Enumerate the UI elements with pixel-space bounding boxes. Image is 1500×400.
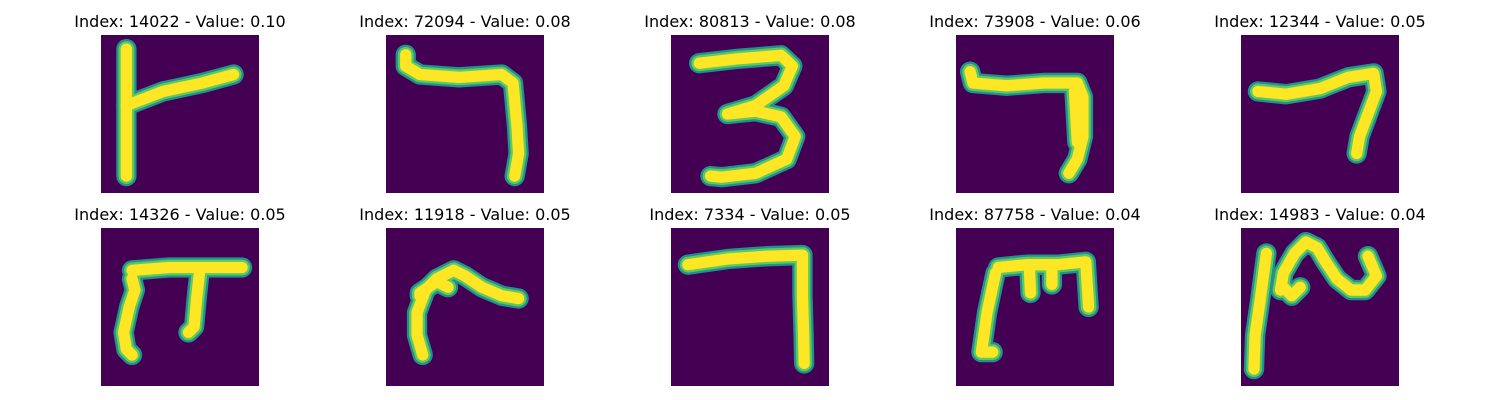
panel-73908: Index: 73908 - Value: 0.06 <box>905 12 1165 202</box>
panel-87758: Index: 87758 - Value: 0.04 <box>905 205 1165 395</box>
digit-image <box>956 35 1114 193</box>
panel-title: Index: 7334 - Value: 0.05 <box>649 205 851 224</box>
digit-image <box>956 228 1114 386</box>
panel-14983: Index: 14983 - Value: 0.04 <box>1190 205 1450 395</box>
panel-11918: Index: 11918 - Value: 0.05 <box>335 205 595 395</box>
panel-72094: Index: 72094 - Value: 0.08 <box>335 12 595 202</box>
panel-title: Index: 14022 - Value: 0.10 <box>74 12 286 31</box>
digit-image <box>671 35 829 193</box>
digit-image <box>386 228 544 386</box>
digit-image <box>101 228 259 386</box>
panel-title: Index: 14326 - Value: 0.05 <box>74 205 286 224</box>
panel-12344: Index: 12344 - Value: 0.05 <box>1190 12 1450 202</box>
digit-image <box>671 228 829 386</box>
panel-title: Index: 11918 - Value: 0.05 <box>359 205 571 224</box>
digit-image <box>1241 35 1399 193</box>
panel-7334: Index: 7334 - Value: 0.05 <box>620 205 880 395</box>
panel-title: Index: 14983 - Value: 0.04 <box>1214 205 1426 224</box>
panel-title: Index: 12344 - Value: 0.05 <box>1214 12 1426 31</box>
panel-14326: Index: 14326 - Value: 0.05 <box>50 205 310 395</box>
panel-title: Index: 87758 - Value: 0.04 <box>929 205 1141 224</box>
panel-title: Index: 72094 - Value: 0.08 <box>359 12 571 31</box>
panel-80813: Index: 80813 - Value: 0.08 <box>620 12 880 202</box>
digit-image <box>101 35 259 193</box>
panel-14022: Index: 14022 - Value: 0.10 <box>50 12 310 202</box>
digit-image <box>386 35 544 193</box>
panel-title: Index: 80813 - Value: 0.08 <box>644 12 856 31</box>
digit-image <box>1241 228 1399 386</box>
panel-title: Index: 73908 - Value: 0.06 <box>929 12 1141 31</box>
